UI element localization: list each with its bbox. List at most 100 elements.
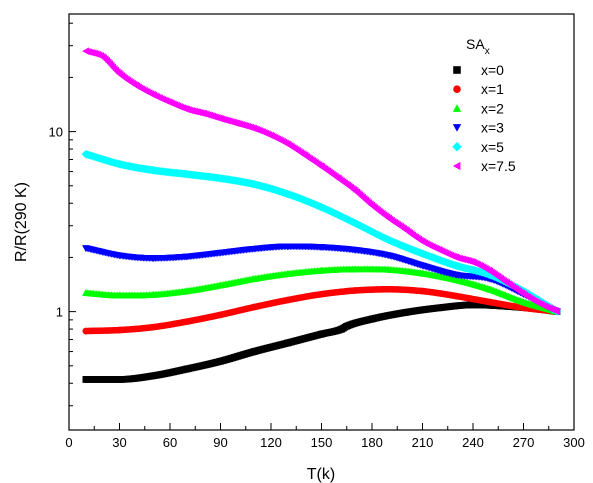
legend: SAx x=0 x=1 x=2 x=3 x=5 x=7.5: [452, 36, 516, 174]
data-point-x=1: [183, 318, 191, 325]
data-point-x=2: [317, 266, 326, 274]
data-point-x=7.5: [267, 131, 274, 140]
data-point-x=0: [149, 372, 157, 380]
data-point-x=3: [82, 245, 90, 252]
data-point-x=3: [317, 244, 326, 251]
data-point-x=1: [217, 311, 224, 319]
data-point-x=2: [486, 285, 494, 293]
x-tick-label-90: 90: [213, 435, 227, 450]
legend-label-x=7.5: x=7.5: [481, 158, 516, 174]
data-point-x=0: [368, 315, 376, 323]
x-axis-label: T(k): [307, 466, 335, 483]
x-tick-label-120: 120: [260, 435, 282, 450]
data-point-x=2: [385, 266, 393, 273]
data-point-x=3: [183, 253, 191, 261]
x-tick-label-150: 150: [311, 435, 333, 450]
legend-label-x=1: x=1: [481, 81, 504, 97]
data-point-x=3: [115, 252, 124, 260]
data-point-x=0: [436, 304, 443, 312]
data-point-x=0: [469, 301, 477, 309]
data-point-x=2: [351, 265, 359, 273]
legend-label-x=0: x=0: [481, 62, 504, 78]
data-point-x=5: [452, 261, 461, 270]
data-point-x=5: [418, 249, 427, 258]
x-tick-label-240: 240: [462, 435, 484, 450]
y-tick-label-1: 1: [56, 305, 63, 320]
data-point-x=7.5: [82, 47, 89, 55]
data-point-x=2: [452, 276, 460, 283]
data-point-x=5: [149, 166, 158, 175]
data-point-x=1: [351, 287, 359, 294]
data-point-x=7.5: [99, 53, 106, 61]
legend-marker-x=0: [453, 66, 461, 74]
legend-items: x=0 x=1 x=2 x=3 x=5 x=7.5: [452, 62, 516, 174]
data-point-x=3: [216, 249, 225, 257]
data-point-x=3: [385, 252, 393, 260]
data-point-x=0: [183, 365, 191, 373]
data-point-x=3: [418, 262, 427, 270]
data-point-x=3: [351, 247, 359, 254]
legend-label-x=3: x=3: [481, 120, 504, 136]
data-point-x=5: [283, 189, 292, 199]
data-point-x=5: [317, 203, 326, 212]
data-point-x=5: [81, 149, 90, 159]
data-point-x=0: [250, 348, 258, 355]
data-point-x=5: [115, 159, 124, 169]
y-axis-label: R/R(290 K): [13, 182, 30, 262]
data-point-x=7.5: [435, 246, 443, 254]
data-point-x=7.5: [284, 140, 291, 148]
data-point-x=1: [149, 323, 157, 331]
data-point-x=2: [115, 291, 124, 299]
data-point-x=1: [82, 327, 90, 335]
data-point-x=1: [385, 286, 393, 293]
data-point-x=7.5: [503, 278, 510, 287]
series-x=0: [82, 301, 561, 383]
data-point-x=1: [318, 290, 325, 298]
legend-marker-x=3: [452, 124, 462, 132]
data-point-x=7.5: [452, 253, 460, 262]
data-point-x=7.5: [317, 162, 325, 171]
data-point-x=3: [250, 245, 258, 253]
data-point-x=7.5: [519, 290, 527, 298]
data-point-x=3: [284, 243, 292, 251]
data-point-x=2: [284, 270, 292, 277]
data-point-x=7.5: [553, 307, 561, 316]
data-point-x=7.5: [469, 258, 476, 266]
data-point-x=0: [82, 376, 90, 383]
series-x=7.5: [82, 47, 561, 316]
legend-marker-x=1: [453, 85, 461, 93]
data-point-x=5: [216, 174, 225, 183]
data-point-x=5: [182, 170, 191, 179]
data-point-x=7.5: [115, 69, 123, 78]
x-tick-label-300: 300: [563, 435, 585, 450]
data-point-x=1: [250, 303, 258, 311]
data-point-x=0: [318, 330, 325, 338]
legend-label-x=2: x=2: [481, 100, 504, 116]
data-point-x=7.5: [486, 267, 493, 275]
series-x=2: [82, 265, 561, 315]
data-point-x=2: [418, 269, 427, 277]
legend-title-subscript: x: [485, 46, 490, 57]
x-tick-label-180: 180: [361, 435, 383, 450]
legend-marker-x=7.5: [452, 161, 461, 171]
data-point-x=2: [519, 298, 528, 306]
data-point-x=7.5: [351, 186, 359, 195]
data-point-x=7.5: [418, 237, 426, 246]
series-x=1: [82, 286, 561, 335]
legend-marker-x=5: [452, 142, 462, 152]
data-point-x=0: [217, 357, 224, 365]
legend-marker-x=2: [452, 104, 462, 112]
data-point-x=7.5: [132, 82, 140, 90]
data-point-x=7.5: [216, 115, 224, 123]
data-point-x=2: [149, 291, 157, 298]
x-tick-label-270: 270: [513, 435, 535, 450]
data-point-x=7.5: [536, 300, 544, 308]
data-point-x=7.5: [385, 214, 392, 222]
data-point-x=7.5: [183, 105, 190, 113]
data-point-x=7.5: [250, 124, 258, 133]
data-point-x=3: [149, 255, 157, 262]
data-point-x=7.5: [334, 174, 342, 182]
x-tick-label-0: 0: [65, 435, 72, 450]
data-point-x=1: [452, 292, 460, 300]
y-axis-ticks: 1 10: [49, 22, 76, 407]
